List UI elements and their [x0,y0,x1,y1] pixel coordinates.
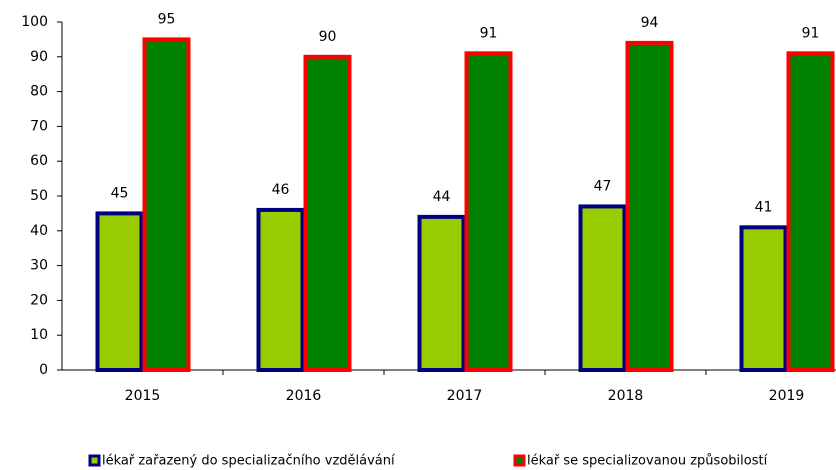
bar [739,225,788,372]
bar [578,204,627,372]
bar [142,37,191,373]
y-tick-label: 80 [30,84,48,100]
bar [464,51,513,372]
y-tick-label: 70 [30,118,48,134]
y-tick-label: 40 [30,223,48,239]
y-tick-label: 90 [30,49,48,65]
legend-label: lékař se specializovanou způsobilostí [527,454,768,469]
bar [256,207,305,372]
y-tick-label: 20 [30,292,48,308]
value-label: 45 [111,185,129,201]
y-tick-label: 50 [30,188,48,204]
y-tick-label: 100 [21,14,48,30]
value-label: 41 [755,199,773,215]
bar [303,54,352,373]
bar [95,211,144,372]
value-label: 44 [433,189,451,205]
value-label: 94 [641,15,659,31]
bar [417,214,466,372]
value-label: 47 [594,178,612,194]
value-label: 91 [802,25,820,41]
legend-swatch [88,454,101,467]
y-tick-label: 60 [30,153,48,169]
y-tick-label: 30 [30,258,48,274]
x-tick-label: 2019 [769,388,805,404]
bar [786,51,835,372]
x-tick-label: 2018 [608,388,644,404]
value-label: 95 [158,11,176,27]
legend-swatch [513,454,526,467]
value-label: 46 [272,182,290,198]
value-label: 91 [480,25,498,41]
bar [625,40,674,372]
x-tick-label: 2017 [447,388,483,404]
value-label: 90 [319,29,337,45]
legend-label: lékař zařazený do specializačního vzdělá… [102,454,395,469]
y-tick-label: 0 [39,362,48,378]
x-tick-label: 2015 [125,388,161,404]
y-tick-label: 10 [30,327,48,343]
x-tick-label: 2016 [286,388,322,404]
